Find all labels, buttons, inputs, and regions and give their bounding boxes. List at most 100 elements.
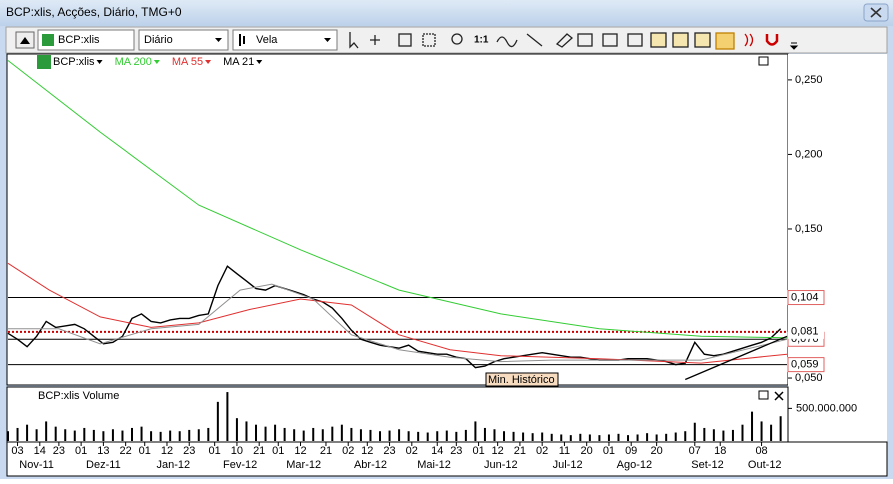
legend-entry: BCP:xlis <box>53 56 95 68</box>
candle-icon <box>239 34 245 46</box>
month-label: Fev-12 <box>223 459 257 471</box>
volume-bar <box>655 434 658 441</box>
volume-bar <box>340 424 343 441</box>
indicator-tool[interactable] <box>496 36 518 48</box>
month-label: Jul-12 <box>553 459 583 471</box>
level-label: 0,059 <box>791 359 819 371</box>
volume-bar <box>588 434 591 441</box>
volume-title: BCP:xlis Volume <box>38 390 119 402</box>
volume-bar <box>417 431 420 441</box>
crosshair-tool[interactable] <box>370 35 380 45</box>
volume-bar <box>560 434 563 441</box>
x-tick-label: 18 <box>714 445 726 457</box>
x-tick-label: 12 <box>361 445 373 457</box>
eraser-tool[interactable] <box>555 33 574 48</box>
volume-bar <box>245 421 248 441</box>
volume-bar <box>369 429 372 441</box>
legend-arrow <box>256 60 263 64</box>
x-tick-label: 23 <box>383 445 395 457</box>
period-text: Diário <box>144 34 173 46</box>
price-line <box>8 283 788 363</box>
x-tick-label: 23 <box>183 445 195 457</box>
annotation-box <box>485 372 559 387</box>
volume-bar <box>178 431 181 441</box>
volume-pane <box>6 386 789 443</box>
x-tick-label: 21 <box>253 445 265 457</box>
tool[interactable] <box>602 33 618 47</box>
x-tick-label: 01 <box>75 445 87 457</box>
tool[interactable] <box>627 33 643 47</box>
volume-bar <box>255 424 258 441</box>
tool[interactable] <box>672 32 689 48</box>
volume-bar <box>264 426 267 441</box>
y-tick-label: 500.000.000 <box>796 402 857 414</box>
grid-tool[interactable] <box>422 33 436 47</box>
legend-entry: MA 21 <box>223 56 254 68</box>
volume-bar <box>312 427 315 441</box>
volume-bar <box>445 430 448 441</box>
toolbar-menu[interactable] <box>789 42 799 50</box>
tool[interactable] <box>744 33 754 47</box>
x-tick-label: 22 <box>120 445 132 457</box>
x-tick-label: 12 <box>294 445 306 457</box>
volume-bar <box>665 433 668 441</box>
line-tool[interactable] <box>526 33 543 47</box>
symbol-input[interactable] <box>37 29 135 51</box>
level-label-box <box>787 357 825 373</box>
legend-entry: MA 200 <box>115 56 152 68</box>
volume-bar <box>388 430 391 441</box>
price-pane <box>6 53 789 386</box>
x-tick-label: 07 <box>689 445 701 457</box>
x-tick-label: 02 <box>406 445 418 457</box>
volume-bar <box>64 429 67 441</box>
volume-bar <box>436 431 439 441</box>
maximize-pane[interactable] <box>758 390 769 400</box>
x-tick-label: 12 <box>492 445 504 457</box>
volume-bar <box>235 418 238 441</box>
period-select[interactable] <box>138 29 229 51</box>
tool[interactable] <box>577 33 593 47</box>
tool-icons <box>349 32 779 50</box>
eq-icon <box>42 34 54 46</box>
volume-bar <box>751 411 754 441</box>
volume-bar <box>522 432 525 441</box>
zoom-tool[interactable] <box>451 33 463 45</box>
y-tick-label: 0,200 <box>795 148 823 160</box>
volume-bar <box>741 424 744 441</box>
tool[interactable] <box>650 32 667 48</box>
volume-bar <box>379 431 382 441</box>
legend-arrow <box>153 60 160 64</box>
volume-bar <box>111 429 114 441</box>
level-label: 0,104 <box>791 291 819 303</box>
date-axis <box>6 441 888 477</box>
month-label: Ago-12 <box>617 459 652 471</box>
volume-bar <box>731 429 734 441</box>
volume-bar <box>426 432 429 441</box>
active-tool[interactable] <box>715 32 735 50</box>
volume-bar <box>779 416 782 441</box>
price-line <box>7 262 788 364</box>
volume-bar <box>283 427 286 441</box>
volume-bar <box>16 427 19 441</box>
close-pane[interactable] <box>774 391 784 401</box>
month-label: Out-12 <box>748 459 782 471</box>
volume-bar <box>569 435 572 441</box>
month-label: Abr-12 <box>354 459 387 471</box>
x-tick-label: 20 <box>581 445 593 457</box>
tool[interactable] <box>694 32 711 48</box>
magnet-tool[interactable] <box>765 34 779 46</box>
x-tick-label: 01 <box>209 445 221 457</box>
cursor-tool[interactable] <box>349 32 359 49</box>
volume-bar <box>627 435 630 441</box>
volume-bar <box>712 429 715 441</box>
x-tick-label: 01 <box>603 445 615 457</box>
volume-bar <box>140 426 143 441</box>
month-label: Mar-12 <box>286 459 321 471</box>
volume-bar <box>7 431 9 441</box>
maximize-pane[interactable] <box>758 56 769 66</box>
collapse-icon <box>20 37 30 44</box>
x-tick-label: 12 <box>161 445 173 457</box>
style-select[interactable] <box>232 29 338 51</box>
info-tool[interactable] <box>398 33 412 47</box>
